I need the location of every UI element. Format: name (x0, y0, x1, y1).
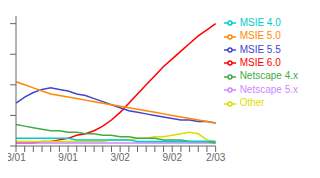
html-text:Netscape 4.x: Netscape 4.x (239, 70, 298, 82)
html-text:MSIE 5.0: MSIE 5.0 (239, 30, 281, 42)
svg-text:2/03: 2/03 (206, 152, 226, 163)
svg-text:9/01: 9/01 (58, 152, 78, 163)
html-text:MSIE 4.0: MSIE 4.0 (239, 17, 281, 28)
html-text:Other: Other (239, 97, 265, 109)
svg-text:3/01: 3/01 (8, 152, 26, 163)
html-text:Netscape 5.x: Netscape 5.x (239, 83, 298, 95)
html-text:MSIE 6.0: MSIE 6.0 (239, 57, 281, 69)
svg-text:9/02: 9/02 (162, 152, 182, 163)
svg-text:3/02: 3/02 (110, 152, 130, 163)
html-text:MSIE 5.5: MSIE 5.5 (239, 43, 281, 55)
